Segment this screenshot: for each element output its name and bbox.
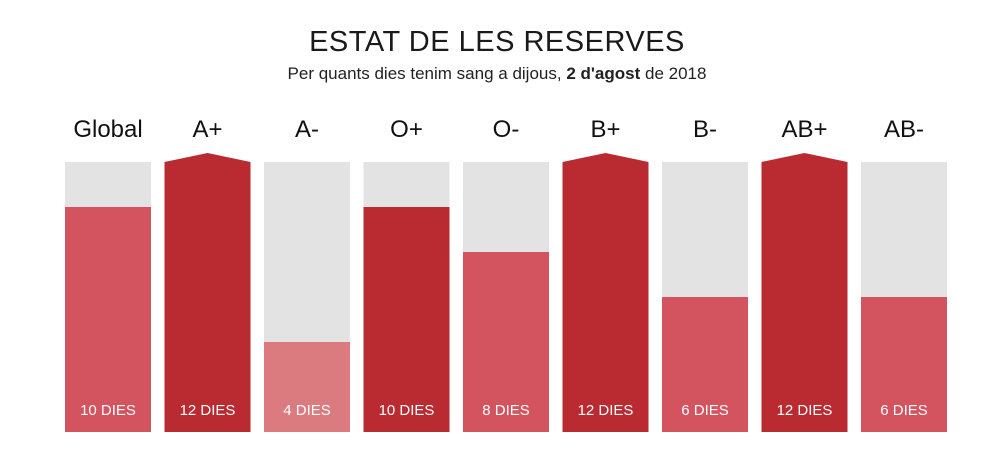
bar-b-neg — [662, 297, 748, 432]
subtitle-prefix: Per quants dies tenim sang a dijous, — [287, 64, 567, 83]
value-label-ab-pos: 12 DIES — [777, 402, 833, 419]
value-label-b-pos: 12 DIES — [578, 402, 634, 419]
bar-ab-pos — [761, 153, 848, 432]
bar-b-pos — [562, 153, 649, 432]
subtitle-suffix: de 2018 — [640, 64, 707, 83]
value-label-a-neg: 4 DIES — [283, 402, 331, 419]
bar-o-pos — [363, 207, 450, 432]
chart-subtitle: Per quants dies tenim sang a dijous, 2 d… — [0, 64, 994, 84]
chart-title: ESTAT DE LES RESERVES — [309, 26, 685, 58]
value-label-a-pos: 12 DIES — [180, 402, 236, 419]
category-label-ab-neg: AB- — [884, 116, 924, 143]
category-label-ab-pos: AB+ — [781, 116, 827, 143]
category-label-b-pos: B+ — [590, 116, 620, 143]
bar-ab-neg — [861, 297, 947, 432]
category-label-global: Global — [73, 116, 142, 143]
category-label-o-pos: O+ — [390, 116, 423, 143]
category-label-o-neg: O- — [493, 116, 520, 143]
value-label-ab-neg: 6 DIES — [880, 402, 928, 419]
value-label-b-neg: 6 DIES — [681, 402, 729, 419]
bar-a-pos — [164, 153, 251, 432]
value-label-o-neg: 8 DIES — [482, 402, 530, 419]
category-label-a-neg: A- — [295, 116, 319, 143]
value-label-global: 10 DIES — [80, 402, 136, 419]
bar-a-neg — [264, 342, 350, 432]
bar-global — [65, 207, 151, 432]
subtitle-date: 2 d'agost — [566, 64, 641, 83]
category-label-b-neg: B- — [693, 116, 717, 143]
category-label-a-pos: A+ — [192, 116, 222, 143]
bar-o-neg — [463, 252, 549, 432]
value-label-o-pos: 10 DIES — [379, 402, 435, 419]
